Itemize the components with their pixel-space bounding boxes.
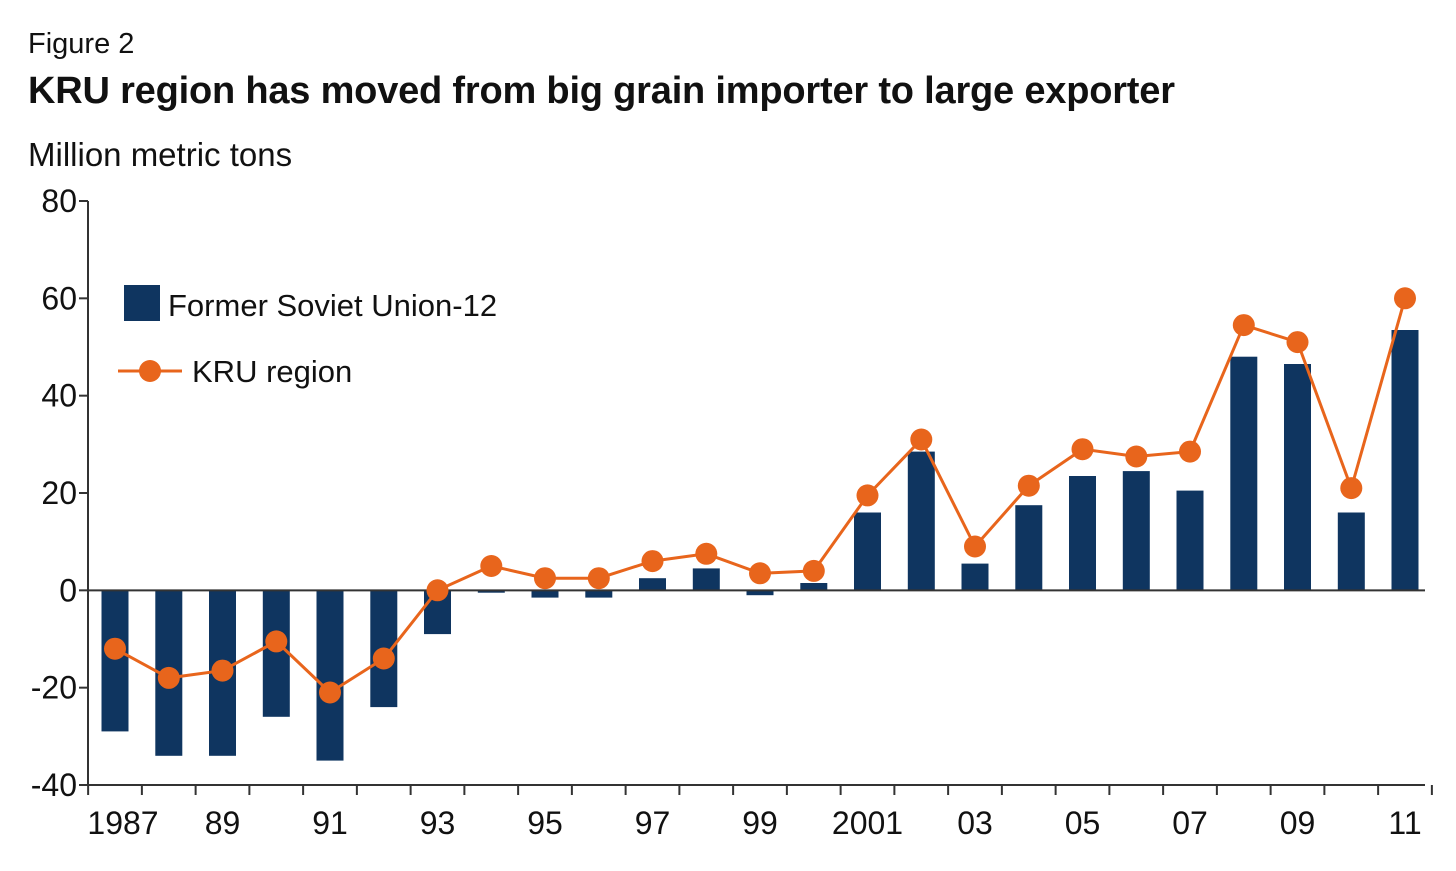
point-kru-2007 <box>1179 440 1201 463</box>
bar-fsu12-2001 <box>854 512 881 591</box>
bar-fsu12-1990 <box>262 590 290 717</box>
point-kru-2004 <box>1017 474 1040 497</box>
point-kru-2010 <box>1340 477 1363 500</box>
point-kru-1999 <box>749 562 771 585</box>
point-kru-2009 <box>1286 331 1309 354</box>
x-tick-label-2003: 03 <box>957 805 993 841</box>
point-kru-1996 <box>587 567 610 590</box>
bar-fsu12-2004 <box>1015 505 1043 591</box>
bar-fsu12-1994 <box>477 590 505 593</box>
point-kru-2002 <box>910 428 933 451</box>
point-kru-2003 <box>964 535 986 558</box>
point-kru-2006 <box>1125 445 1148 468</box>
legend-swatch-marker-kru <box>139 360 161 382</box>
point-kru-1991 <box>319 681 341 704</box>
bar-fsu12-1995 <box>531 590 559 598</box>
bar-fsu12-1999 <box>746 590 774 596</box>
point-kru-2008 <box>1232 314 1255 337</box>
point-kru-1994 <box>480 555 503 577</box>
x-tick-label-1995: 95 <box>527 805 563 841</box>
bar-fsu12-2008 <box>1230 356 1258 591</box>
point-kru-2001 <box>856 484 879 507</box>
bar-fsu12-2007 <box>1176 490 1204 591</box>
x-tick-label-1999: 99 <box>742 805 778 841</box>
bar-fsu12-2005 <box>1069 476 1096 591</box>
point-kru-1997 <box>641 550 664 573</box>
point-kru-1990 <box>265 630 288 653</box>
x-tick-label-1989: 89 <box>205 805 241 841</box>
y-tick-label-60: 60 <box>41 280 77 316</box>
legend-label-kru: KRU region <box>192 354 352 389</box>
bar-fsu12-2002 <box>907 451 935 591</box>
y-tick-label-0: 0 <box>59 572 77 608</box>
bar-fsu12-1996 <box>585 590 613 598</box>
x-tick-label-2007: 07 <box>1172 805 1208 841</box>
figure-label: Figure 2 <box>28 28 135 60</box>
bar-fsu12-1997 <box>639 578 666 591</box>
x-tick-label-2005: 05 <box>1065 805 1101 841</box>
x-tick-label-2011: 11 <box>1388 805 1421 841</box>
point-kru-2011 <box>1394 287 1416 310</box>
legend-label-fsu12: Former Soviet Union-12 <box>168 288 497 323</box>
x-tick-label-2001: 2001 <box>832 805 903 841</box>
x-tick-label-1997: 97 <box>635 805 671 841</box>
point-kru-1995 <box>534 567 556 590</box>
x-tick-label-1991: 91 <box>312 805 348 841</box>
point-kru-2000 <box>802 559 825 582</box>
y-tick-label--20: -20 <box>31 670 77 706</box>
y-tick-label-40: 40 <box>41 378 77 414</box>
bar-fsu12-2009 <box>1284 364 1311 591</box>
y-axis-unit-label: Million metric tons <box>28 136 293 173</box>
point-kru-1993 <box>426 579 449 602</box>
bar-fsu12-2000 <box>800 583 828 591</box>
x-tick-label-1987: 1987 <box>87 805 158 841</box>
bar-fsu12-2003 <box>961 563 989 591</box>
point-kru-2005 <box>1071 438 1094 461</box>
chart-title: KRU region has moved from big grain impo… <box>28 70 1175 112</box>
point-kru-1992 <box>372 647 395 670</box>
y-tick-label-80: 80 <box>41 183 77 219</box>
x-tick-label-2009: 09 <box>1280 805 1316 841</box>
bar-fsu12-2010 <box>1337 512 1365 591</box>
bar-fsu12-2006 <box>1122 471 1150 591</box>
y-tick-label-20: 20 <box>41 475 77 511</box>
bar-fsu12-1987 <box>101 590 129 732</box>
bar-fsu12-2011 <box>1391 330 1419 591</box>
point-kru-1989 <box>211 659 234 682</box>
y-tick-label--40: -40 <box>31 767 77 803</box>
legend-swatch-fsu12 <box>124 285 160 321</box>
point-kru-1987 <box>104 637 126 660</box>
point-kru-1998 <box>695 542 718 565</box>
point-kru-1988 <box>157 666 180 689</box>
x-tick-label-1993: 93 <box>420 805 456 841</box>
bar-fsu12-1991 <box>316 590 344 761</box>
bar-fsu12-1998 <box>692 568 720 591</box>
